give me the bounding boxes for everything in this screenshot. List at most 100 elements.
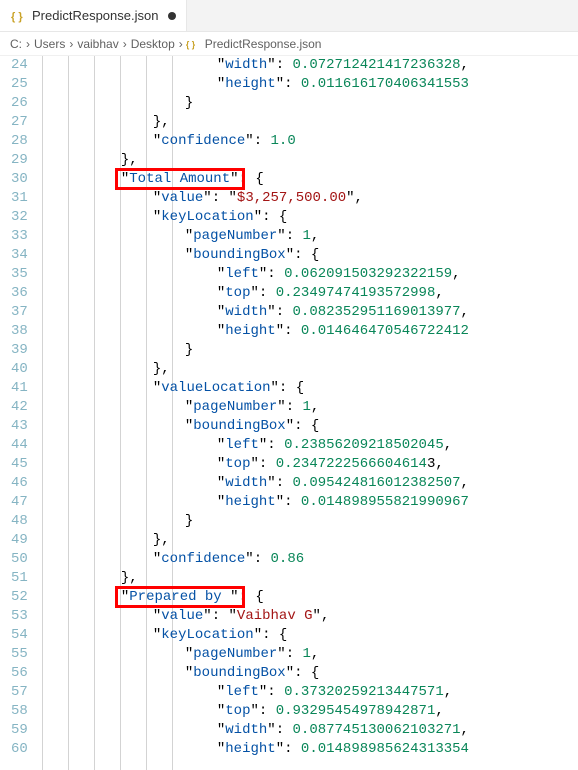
line-number: 39: [0, 341, 28, 360]
code-line[interactable]: }: [185, 94, 193, 113]
code-line[interactable]: "keyLocation": {: [153, 208, 287, 227]
line-number: 36: [0, 284, 28, 303]
code-line[interactable]: "left": 0.23856209218502045,: [217, 436, 452, 455]
code-line[interactable]: "Prepared by ": {: [121, 588, 264, 607]
breadcrumb-sep: ›: [177, 37, 185, 51]
code-line[interactable]: "width": 0.082352951169013977,: [217, 303, 469, 322]
line-number: 34: [0, 246, 28, 265]
code-line[interactable]: "confidence": 0.86: [153, 550, 304, 569]
breadcrumb-sep: ›: [121, 37, 129, 51]
code-line[interactable]: "height": 0.014646470546722412: [217, 322, 469, 341]
line-number: 55: [0, 645, 28, 664]
line-number: 42: [0, 398, 28, 417]
breadcrumb-part[interactable]: Desktop: [129, 37, 177, 51]
line-number: 49: [0, 531, 28, 550]
code-line[interactable]: "left": 0.062091503292322159,: [217, 265, 461, 284]
breadcrumb-part[interactable]: Users: [32, 37, 67, 51]
code-editor[interactable]: 2425262728293031323334353637383940414243…: [0, 56, 578, 770]
code-line[interactable]: "Total Amount": {: [121, 170, 264, 189]
json-file-icon: { }: [185, 37, 199, 51]
fold-guides: [42, 56, 171, 770]
indent-guide: [94, 56, 95, 770]
line-number: 31: [0, 189, 28, 208]
line-number: 48: [0, 512, 28, 531]
line-number: 32: [0, 208, 28, 227]
line-number: 46: [0, 474, 28, 493]
breadcrumb-part[interactable]: vaibhav: [75, 37, 120, 51]
line-number: 38: [0, 322, 28, 341]
code-line[interactable]: "boundingBox": {: [185, 246, 319, 265]
line-number-gutter: 2425262728293031323334353637383940414243…: [0, 56, 42, 770]
breadcrumb-sep: ›: [24, 37, 32, 51]
code-line[interactable]: "width": 0.087745130062103271,: [217, 721, 469, 740]
code-line[interactable]: "value": "$3,257,500.00",: [153, 189, 363, 208]
line-number: 47: [0, 493, 28, 512]
code-line[interactable]: }: [185, 512, 193, 531]
breadcrumb[interactable]: C: › Users › vaibhav › Desktop › { } Pre…: [0, 32, 578, 56]
code-line[interactable]: "boundingBox": {: [185, 417, 319, 436]
line-number: 57: [0, 683, 28, 702]
breadcrumb-part[interactable]: C:: [8, 37, 24, 51]
line-number: 24: [0, 56, 28, 75]
line-number: 51: [0, 569, 28, 588]
line-number: 58: [0, 702, 28, 721]
code-line[interactable]: "height": 0.011616170406341553: [217, 75, 469, 94]
indent-guide: [146, 56, 147, 770]
line-number: 54: [0, 626, 28, 645]
line-number: 44: [0, 436, 28, 455]
code-content[interactable]: "width": 0.072712421417236328,"height": …: [171, 56, 578, 770]
line-number: 37: [0, 303, 28, 322]
line-number: 28: [0, 132, 28, 151]
line-number: 33: [0, 227, 28, 246]
line-number: 35: [0, 265, 28, 284]
line-number: 52: [0, 588, 28, 607]
indent-guide: [42, 56, 43, 770]
line-number: 60: [0, 740, 28, 759]
svg-text:{ }: { }: [186, 39, 196, 49]
tab-bar: { } PredictResponse.json: [0, 0, 578, 32]
code-line[interactable]: },: [121, 569, 138, 588]
code-line[interactable]: },: [153, 113, 170, 132]
code-line[interactable]: "width": 0.072712421417236328,: [217, 56, 469, 75]
line-number: 29: [0, 151, 28, 170]
code-line[interactable]: "height": 0.014898985624313354: [217, 740, 469, 759]
tab-filename: PredictResponse.json: [32, 8, 158, 23]
line-number: 59: [0, 721, 28, 740]
tab-dirty-indicator: [168, 12, 176, 20]
line-number: 41: [0, 379, 28, 398]
code-line[interactable]: "boundingBox": {: [185, 664, 319, 683]
json-file-icon: { }: [10, 8, 26, 24]
code-line[interactable]: },: [121, 151, 138, 170]
line-number: 56: [0, 664, 28, 683]
line-number: 50: [0, 550, 28, 569]
line-number: 25: [0, 75, 28, 94]
code-line[interactable]: "width": 0.095424816012382507,: [217, 474, 469, 493]
line-number: 26: [0, 94, 28, 113]
breadcrumb-file[interactable]: PredictResponse.json: [203, 37, 324, 51]
code-line[interactable]: "keyLocation": {: [153, 626, 287, 645]
code-line[interactable]: }: [185, 341, 193, 360]
svg-text:{ }: { }: [11, 11, 23, 23]
code-line[interactable]: "top": 0.23472225666046143,: [217, 455, 444, 474]
indent-guide: [68, 56, 69, 770]
code-line[interactable]: "top": 0.93295454978942871,: [217, 702, 444, 721]
code-line[interactable]: "pageNumber": 1,: [185, 645, 319, 664]
line-number: 27: [0, 113, 28, 132]
code-line[interactable]: "left": 0.37320259213447571,: [217, 683, 452, 702]
tab-predictresponse[interactable]: { } PredictResponse.json: [0, 0, 187, 31]
line-number: 30: [0, 170, 28, 189]
code-line[interactable]: },: [153, 360, 170, 379]
code-line[interactable]: "value": "Vaibhav G",: [153, 607, 329, 626]
line-number: 40: [0, 360, 28, 379]
line-number: 45: [0, 455, 28, 474]
code-line[interactable]: "pageNumber": 1,: [185, 227, 319, 246]
line-number: 43: [0, 417, 28, 436]
code-line[interactable]: },: [153, 531, 170, 550]
code-line[interactable]: "height": 0.014898955821990967: [217, 493, 469, 512]
code-line[interactable]: "confidence": 1.0: [153, 132, 296, 151]
code-line[interactable]: "top": 0.23497474193572998,: [217, 284, 444, 303]
code-line[interactable]: "pageNumber": 1,: [185, 398, 319, 417]
code-line[interactable]: "valueLocation": {: [153, 379, 304, 398]
breadcrumb-sep: ›: [67, 37, 75, 51]
line-number: 53: [0, 607, 28, 626]
